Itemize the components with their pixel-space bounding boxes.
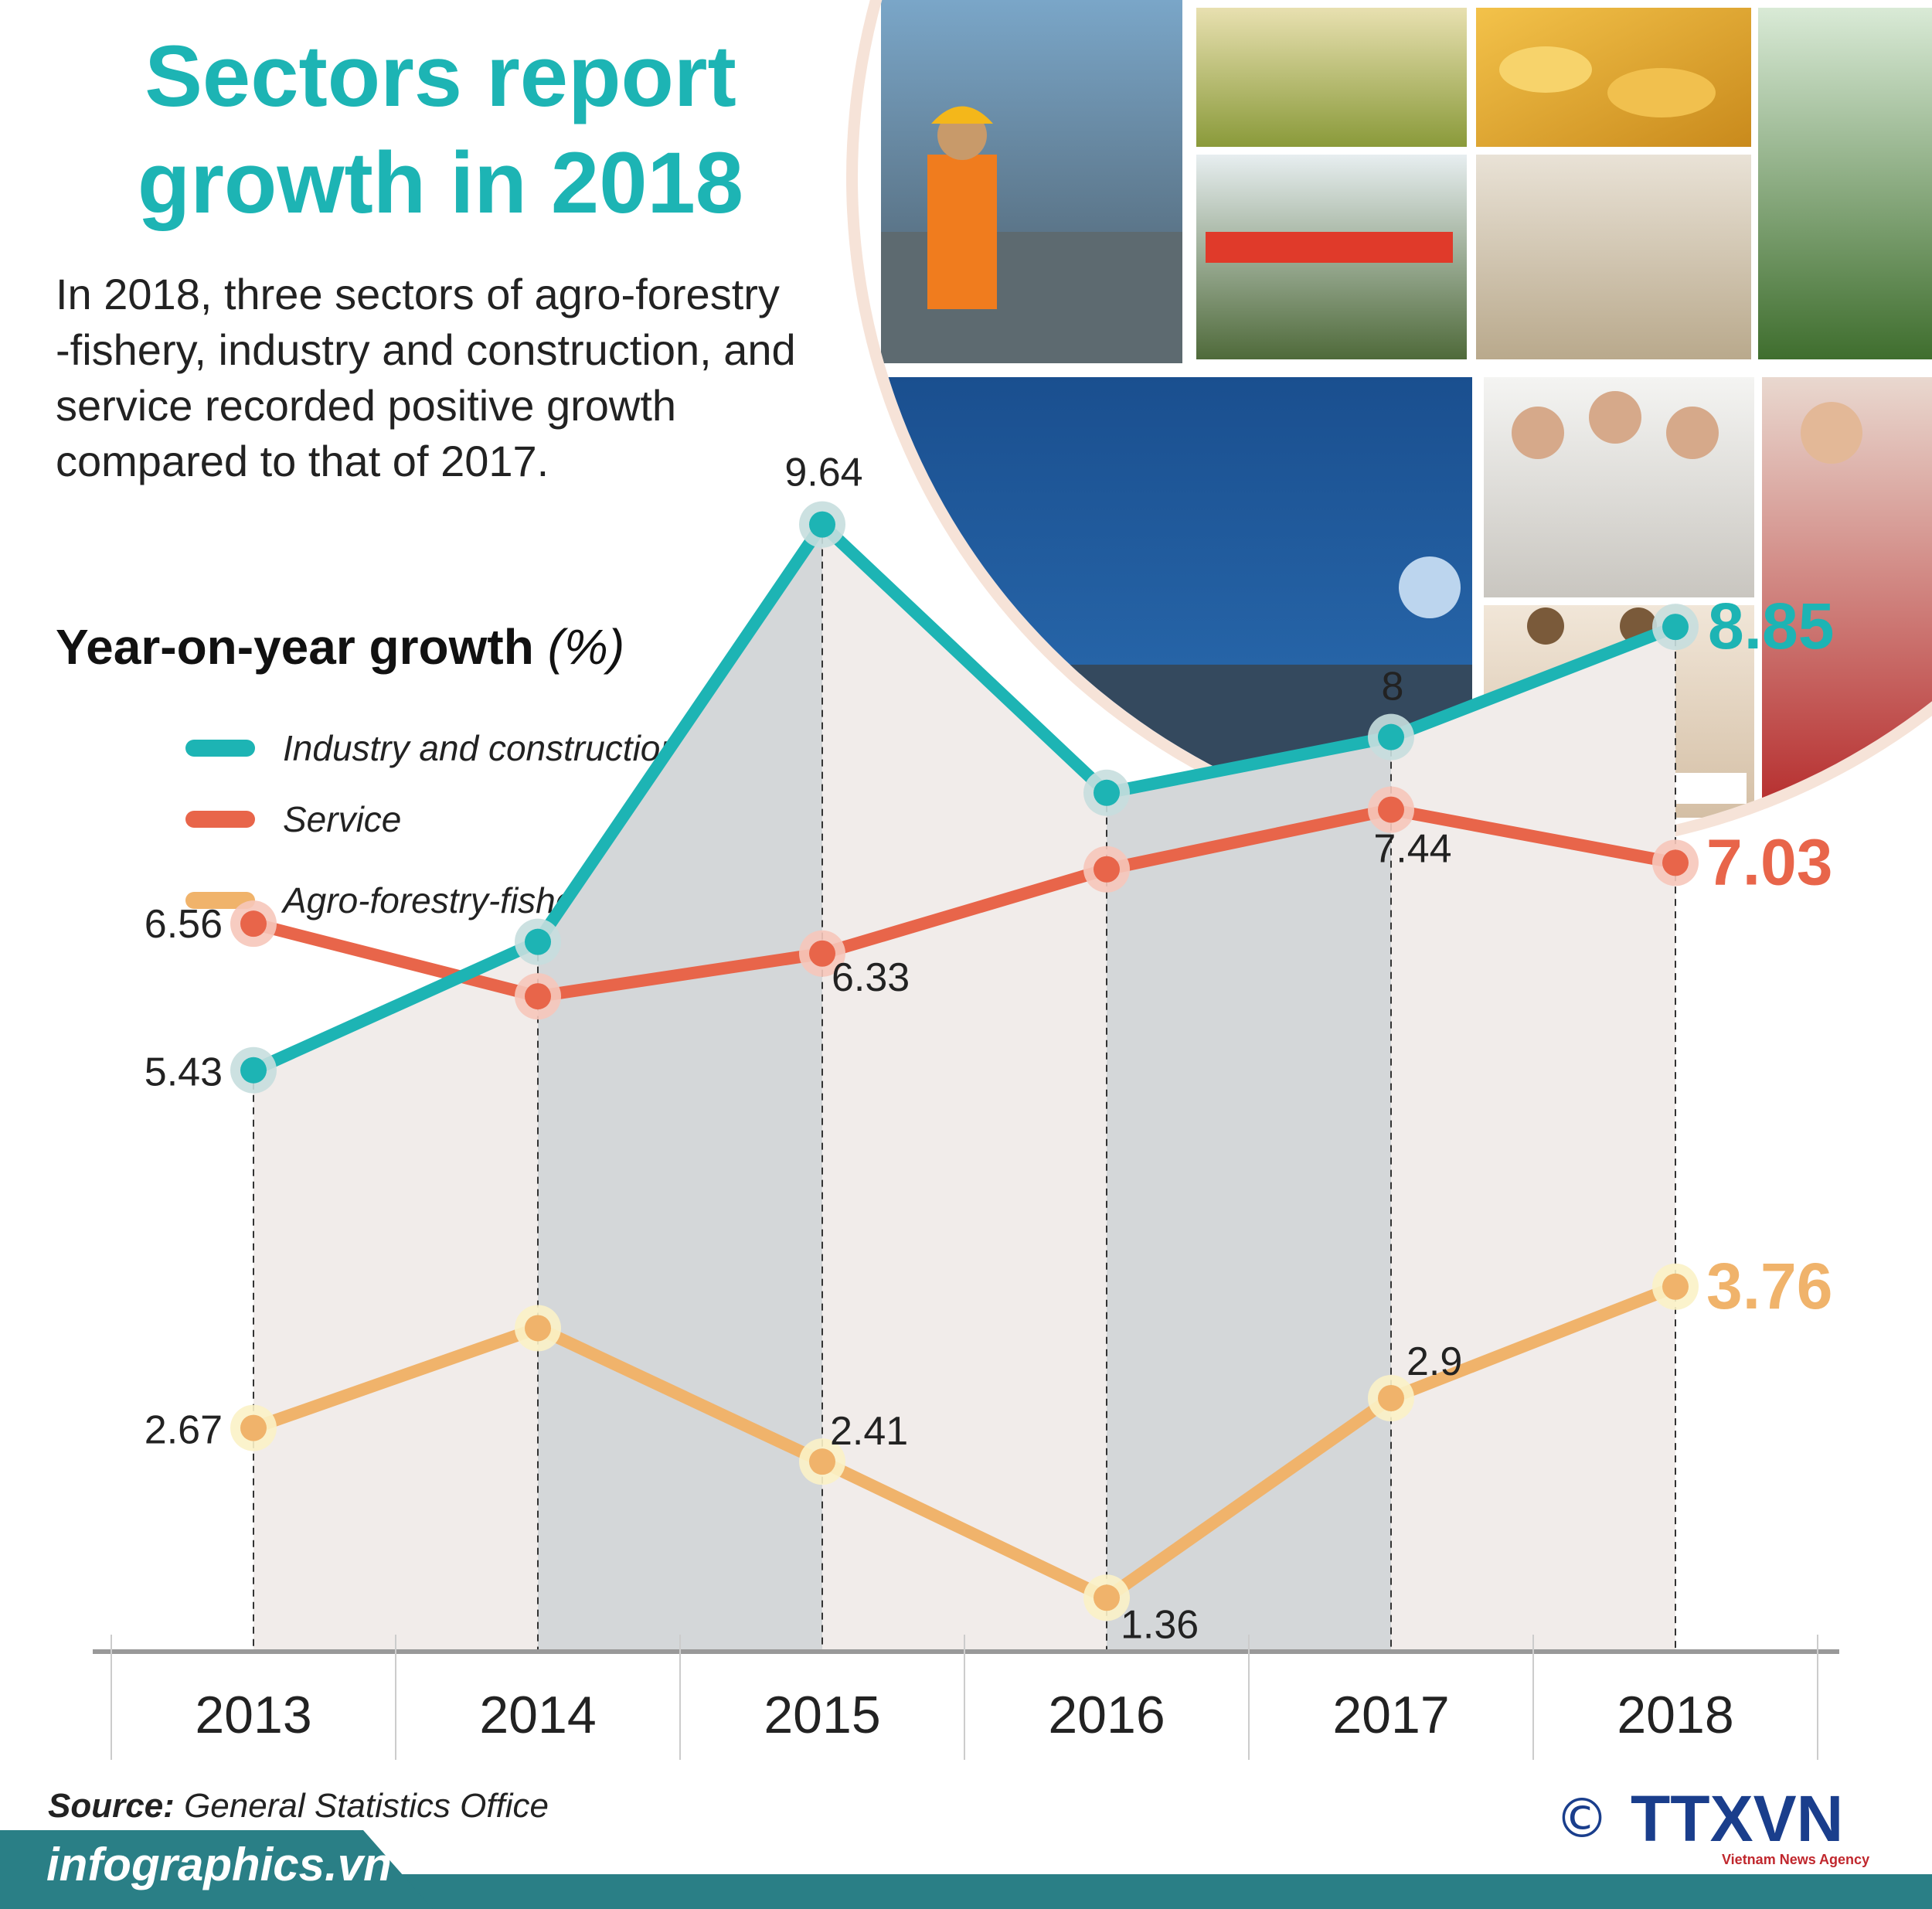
x-tick-label-2018: 2018 xyxy=(1617,1686,1733,1744)
marker-service-2017 xyxy=(1378,796,1404,823)
legend-label-service: Service xyxy=(283,799,402,839)
page-title: Sectors report growth in 2018 xyxy=(46,23,835,236)
marker-industry-2015 xyxy=(809,511,835,538)
area-band-2013-2014 xyxy=(253,941,538,1652)
area-band-2015-2016 xyxy=(822,524,1107,1652)
data-label-service-2013: 6.56 xyxy=(145,902,223,947)
area-band-2017-2018 xyxy=(1391,627,1675,1652)
data-label-service-2017: 7.44 xyxy=(1373,827,1451,872)
data-label-service-2015: 6.33 xyxy=(832,955,910,1000)
source-text: General Statistics Office xyxy=(184,1787,549,1825)
marker-agro-2016 xyxy=(1094,1584,1120,1611)
construction-worker-photo xyxy=(881,0,1182,363)
intro-line-3: service recorded positive growth xyxy=(56,381,677,430)
intro-line-4: compared to that of 2017. xyxy=(56,437,549,485)
data-label-agro-2018: 3.76 xyxy=(1706,1250,1833,1322)
data-label-industry-2017: 8 xyxy=(1382,665,1404,709)
source-note: Source: General Statistics Office xyxy=(48,1787,549,1826)
legend-swatch-agro xyxy=(185,892,255,909)
marker-agro-2015 xyxy=(809,1448,835,1475)
series-line-agro xyxy=(247,1280,1682,1604)
data-label-industry-2018: 8.85 xyxy=(1708,590,1835,662)
x-tick-label-2016: 2016 xyxy=(1048,1686,1165,1744)
intro-paragraph: In 2018, three sectors of agro-forestry … xyxy=(56,267,875,489)
line-chart: 2013 2014 2015 2016 2017 2018 5.43 9.64 8 8.85 6.5… xyxy=(93,451,1839,1760)
marker-agro-2014 xyxy=(525,1315,551,1342)
site-link[interactable]: infographics.vn xyxy=(46,1839,392,1890)
x-tick-label-2014: 2014 xyxy=(479,1686,596,1744)
shrimp-processing-photo xyxy=(1196,155,1467,359)
data-label-agro-2013: 2.67 xyxy=(145,1408,223,1453)
food-factory-photo xyxy=(1476,155,1751,359)
legend-item-service: Service xyxy=(185,796,401,842)
series-line-service xyxy=(247,803,1682,1003)
logo-subtitle: Vietnam News Agency xyxy=(1722,1852,1869,1867)
marker-service-2018 xyxy=(1662,849,1689,876)
legend-swatch-industry xyxy=(185,740,255,757)
legend-label-industry: Industry and construction xyxy=(283,728,680,768)
chart-heading-text: Year-on-year growth xyxy=(56,619,534,675)
office-meeting-photo xyxy=(1484,377,1754,597)
marker-agro-2018 xyxy=(1662,1273,1689,1300)
data-label-industry-2015: 9.64 xyxy=(784,451,862,495)
x-tick-label-2013: 2013 xyxy=(195,1686,311,1744)
area-band-2014-2015 xyxy=(538,524,822,1652)
marker-industry-2014 xyxy=(525,928,551,955)
marker-service-2013 xyxy=(240,910,267,937)
chart-heading-unit: (%) xyxy=(547,619,625,675)
marker-service-2016 xyxy=(1094,856,1120,883)
marker-industry-2013 xyxy=(240,1057,267,1084)
marker-industry-2018 xyxy=(1662,614,1689,641)
intro-line-1: In 2018, three sectors of agro-forestry xyxy=(56,270,780,318)
copyright-icon: © xyxy=(1555,1787,1609,1850)
title-line-1: Sectors report xyxy=(145,28,736,124)
corn-photo xyxy=(1476,8,1751,147)
chart-heading: Year-on-year growth (%) xyxy=(56,618,624,675)
marker-service-2015 xyxy=(809,940,835,967)
marker-industry-2017 xyxy=(1378,723,1404,750)
data-label-service-2018: 7.03 xyxy=(1706,825,1833,898)
x-tick-label-2017: 2017 xyxy=(1332,1686,1449,1744)
rice-field-photo xyxy=(1196,8,1467,147)
marker-industry-2016 xyxy=(1094,779,1120,806)
series-line-industry xyxy=(247,518,1682,1077)
data-label-agro-2015: 2.41 xyxy=(830,1409,908,1454)
logo-text: TTXVN xyxy=(1631,1785,1843,1855)
data-label-industry-2013: 5.43 xyxy=(145,1050,223,1095)
intro-line-2: -fishery, industry and construction, and xyxy=(56,325,796,374)
area-band-2016-2017 xyxy=(1107,737,1391,1652)
footer-tab xyxy=(0,1830,433,1909)
source-label: Source: xyxy=(48,1787,175,1825)
legend-item-industry: Industry and construction xyxy=(185,725,680,771)
ttxvn-logo: TTXVN Vietnam News Agency xyxy=(1631,1785,1869,1867)
forest-photo xyxy=(1758,8,1932,359)
data-label-agro-2016: 1.36 xyxy=(1121,1602,1199,1647)
title-line-2: growth in 2018 xyxy=(137,134,744,231)
legend-swatch-service xyxy=(185,811,255,828)
x-tick-label-2015: 2015 xyxy=(764,1686,880,1744)
marker-agro-2017 xyxy=(1378,1385,1404,1412)
marker-service-2014 xyxy=(525,983,551,1010)
marker-agro-2013 xyxy=(240,1414,267,1441)
data-label-agro-2017: 2.9 xyxy=(1406,1339,1462,1384)
